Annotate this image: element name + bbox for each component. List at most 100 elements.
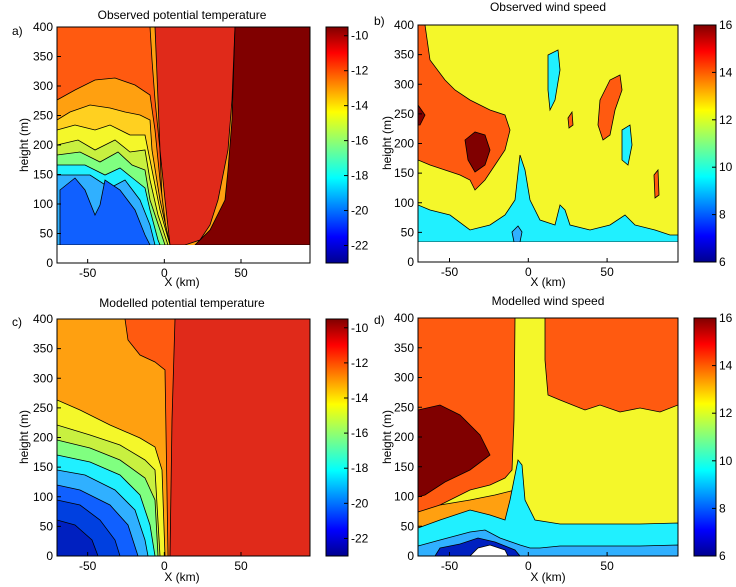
panel-b: Observed wind speed b) X (km) height (m)…	[374, 0, 733, 289]
panel-a-ylabel: height (m)	[17, 118, 31, 172]
x-tick-label: -50	[441, 559, 459, 573]
x-tick-label: -50	[441, 265, 459, 279]
x-tick-label: 50	[600, 265, 614, 279]
colorbar-tick-label: -10	[351, 321, 369, 335]
panel-b-contours	[418, 25, 678, 262]
colorbar-tick-label: 10	[719, 454, 733, 468]
y-tick-label: 150	[33, 168, 53, 182]
panel-b-ylabel: height (m)	[380, 116, 394, 170]
y-tick-label: 250	[33, 401, 53, 415]
y-tick-label: 300	[394, 371, 414, 385]
y-tick-label: 200	[394, 430, 414, 444]
colorbar-tick-label: -16	[351, 426, 369, 440]
colorbar-tick-label: 16	[719, 18, 733, 32]
colorbar-tick-label: 8	[719, 208, 726, 222]
colorbar-tick-label: -22	[351, 531, 369, 545]
colorbar-tick-label: -10	[351, 29, 369, 43]
colorbar-tick-label: -18	[351, 169, 369, 183]
y-tick-label: 50	[40, 519, 54, 533]
panel-c-label: c)	[12, 315, 22, 329]
panel-d-label: d)	[374, 313, 385, 327]
colorbar-tick-label: -12	[351, 64, 369, 78]
y-tick-label: 350	[394, 341, 414, 355]
y-tick-label: 200	[394, 137, 414, 151]
x-tick-label: 0	[525, 265, 532, 279]
y-tick-label: 0	[407, 549, 414, 563]
panel-b-label: b)	[374, 14, 385, 28]
y-tick-label: 50	[401, 225, 415, 239]
panel-d-ylabel: height (m)	[380, 410, 394, 464]
panel-a-contours	[57, 27, 310, 263]
panel-c-xlabel: X (km)	[164, 570, 199, 584]
colorbar-tick-label: -22	[351, 239, 369, 253]
y-tick-label: 400	[394, 18, 414, 32]
y-tick-label: 250	[394, 107, 414, 121]
panel-a-label: a)	[12, 24, 23, 38]
panel-d-colorbar	[693, 317, 717, 557]
y-tick-label: 400	[394, 311, 414, 325]
x-tick-label: 0	[525, 559, 532, 573]
y-tick-label: 50	[401, 519, 415, 533]
colorbar-tick-label: 12	[719, 406, 733, 420]
panel-a-ticks: -50 0 50 0 50 100 150 200 250 300 350 400	[33, 20, 248, 280]
colorbar-tick-label: 10	[719, 160, 733, 174]
colorbar-tick-label: -18	[351, 461, 369, 475]
y-tick-label: 150	[394, 460, 414, 474]
colorbar-tick-label: -14	[351, 99, 369, 113]
panel-d: Modelled wind speed d) X (km) height (m)…	[374, 294, 733, 584]
colorbar-tick-label: -20	[351, 496, 369, 510]
y-tick-label: 100	[33, 490, 53, 504]
x-tick-label: 0	[161, 559, 168, 573]
panel-a-colorbar	[325, 26, 349, 264]
panel-b-ticks: -50 0 50 0 50 100 150 200 250 300 350 400	[394, 18, 614, 279]
y-tick-label: 300	[394, 77, 414, 91]
panel-d-ticks: -50 0 50 0 50 100 150 200 250 300 350 400	[394, 311, 614, 573]
panel-c-colorbar-ticks: -10 -12 -14 -16 -18 -20 -22	[344, 321, 369, 545]
y-tick-label: 50	[40, 227, 54, 241]
panel-b-xlabel: X (km)	[530, 275, 565, 289]
y-tick-label: 350	[33, 50, 53, 64]
x-tick-label: 50	[234, 266, 248, 280]
y-tick-label: 100	[33, 197, 53, 211]
panel-b-colorbar-ticks: 16 14 12 10 8 6	[712, 18, 733, 269]
y-tick-label: 350	[394, 48, 414, 62]
panel-c-colorbar	[325, 318, 349, 557]
colorbar-tick-label: 6	[719, 549, 726, 563]
y-tick-label: 250	[394, 400, 414, 414]
x-tick-label: 50	[234, 559, 248, 573]
y-tick-label: 400	[33, 312, 53, 326]
y-tick-label: 0	[407, 255, 414, 269]
x-tick-label: 50	[600, 559, 614, 573]
colorbar-tick-label: -20	[351, 204, 369, 218]
y-tick-label: 0	[46, 549, 53, 563]
panel-c-ylabel: height (m)	[17, 410, 31, 464]
panel-d-xlabel: X (km)	[530, 570, 565, 584]
colorbar-tick-label: 6	[719, 255, 726, 269]
y-tick-label: 300	[33, 79, 53, 93]
colorbar-tick-label: 14	[719, 359, 733, 373]
colorbar-tick-label: -14	[351, 391, 369, 405]
x-tick-label: 0	[161, 266, 168, 280]
y-tick-label: 200	[33, 431, 53, 445]
panel-a-colorbar-ticks: -10 -12 -14 -16 -18 -20 -22	[344, 29, 369, 253]
panel-c-title: Modelled potential temperature	[99, 296, 265, 310]
y-tick-label: 250	[33, 109, 53, 123]
panel-a-xlabel: X (km)	[164, 275, 199, 289]
panel-b-colorbar	[693, 24, 717, 263]
x-tick-label: -50	[79, 559, 97, 573]
colorbar-tick-label: 8	[719, 501, 726, 515]
x-tick-label: -50	[79, 266, 97, 280]
colorbar-tick-label: -16	[351, 134, 369, 148]
y-tick-label: 300	[33, 371, 53, 385]
colorbar-tick-label: 12	[719, 113, 733, 127]
panel-d-colorbar-ticks: 16 14 12 10 8 6	[712, 311, 733, 563]
y-tick-label: 0	[46, 256, 53, 270]
panel-c: Modelled potential temperature c) X (km)…	[12, 296, 369, 584]
panel-a: Observed potential temperature a) X (km)…	[12, 8, 369, 289]
panel-b-title: Observed wind speed	[490, 0, 606, 14]
y-tick-label: 400	[33, 20, 53, 34]
y-tick-label: 150	[394, 166, 414, 180]
colorbar-tick-label: 16	[719, 311, 733, 325]
panel-c-ticks: -50 0 50 0 50 100 150 200 250 300 350 400	[33, 312, 248, 573]
